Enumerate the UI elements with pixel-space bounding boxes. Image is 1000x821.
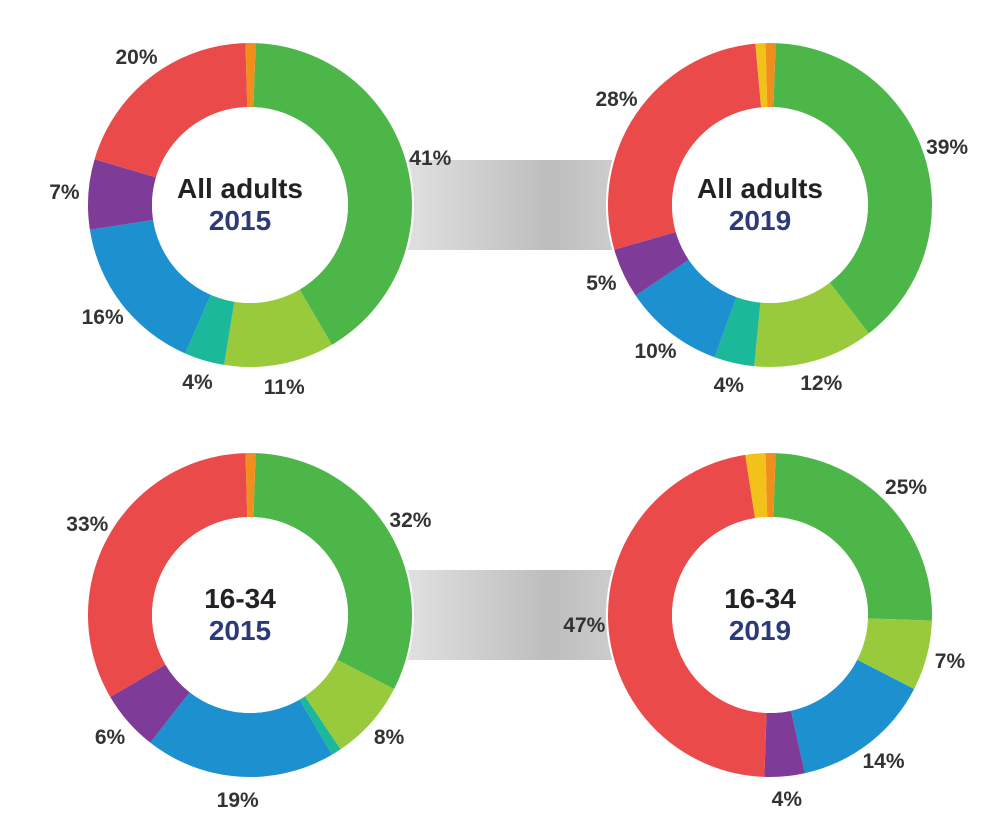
chart-16-34-2019: 16-34 2019 25% 7% 14% 4% 47%	[520, 410, 1000, 820]
slice-label: 16%	[82, 306, 124, 330]
slice-label: 5%	[586, 272, 616, 296]
slice-label: 25%	[885, 476, 927, 500]
chart-title-line1: All adults	[697, 173, 823, 205]
chart-title-line1: 16-34	[724, 583, 796, 615]
slice-label: 4%	[714, 374, 744, 398]
chart-center-label: All adults 2015	[177, 173, 303, 237]
chart-center-label: 16-34 2015	[204, 583, 276, 647]
chart-row-bottom: 16-34 2015 32% 8% 19% 6% 33% 16-34 2019 25% 7…	[0, 410, 1000, 820]
slice-label: 4%	[772, 788, 802, 812]
slice-label: 28%	[596, 88, 638, 112]
chart-row-top: All adults 2015 41% 11% 4% 16% 7% 20% All adu…	[0, 0, 1000, 410]
slice-label: 33%	[66, 513, 108, 537]
slice-label: 39%	[926, 136, 968, 160]
slice-label: 11%	[264, 376, 305, 400]
chart-title-line1: All adults	[177, 173, 303, 205]
slice-label: 47%	[563, 614, 605, 638]
chart-center-label: All adults 2019	[697, 173, 823, 237]
chart-title-line2: 2015	[204, 615, 276, 647]
chart-16-34-2015: 16-34 2015 32% 8% 19% 6% 33%	[0, 410, 480, 820]
slice-label: 4%	[182, 371, 212, 395]
chart-title-line2: 2015	[177, 205, 303, 237]
chart-all-adults-2019: All adults 2019 39% 12% 4% 10% 5% 28%	[520, 0, 1000, 410]
slice-label: 19%	[217, 789, 259, 813]
chart-title-line1: 16-34	[204, 583, 276, 615]
chart-center-label: 16-34 2019	[724, 583, 796, 647]
slice-label: 7%	[49, 181, 79, 205]
slice-label: 6%	[95, 726, 125, 750]
slice-label: 8%	[374, 726, 404, 750]
slice-label: 20%	[115, 46, 157, 70]
slice-label: 32%	[389, 509, 431, 533]
chart-title-line2: 2019	[697, 205, 823, 237]
chart-title-line2: 2019	[724, 615, 796, 647]
slice-label: 10%	[634, 340, 676, 364]
slice-label: 12%	[800, 372, 842, 396]
slice-label: 41%	[409, 147, 451, 171]
slice-label: 7%	[935, 650, 965, 674]
slice-label: 14%	[862, 750, 904, 774]
chart-all-adults-2015: All adults 2015 41% 11% 4% 16% 7% 20%	[0, 0, 480, 410]
